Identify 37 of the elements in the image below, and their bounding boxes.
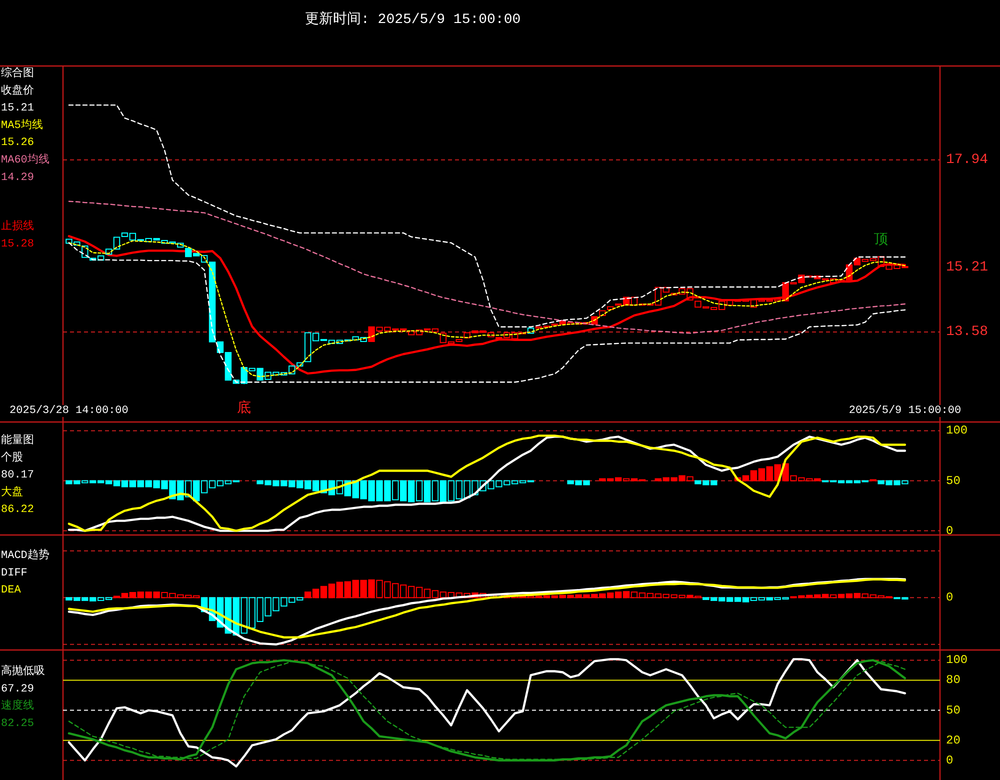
y-tick-label: 50 [946,703,960,718]
text: 14.29 [1,172,34,184]
y-tick-label: 100 [946,424,968,438]
x-tick-label: 2025/3/28 14:00:00 [10,405,128,417]
text: 86.22 [1,504,34,516]
text: 收盘价 [1,84,34,98]
text: DIFF [1,567,28,580]
y-tick-label: 80 [946,673,960,688]
chart-title: MACD趋势 [1,548,50,562]
text: MA60均线 [1,152,50,166]
y-tick-label: 100 [946,653,968,668]
text: MA5均线 [1,118,43,132]
text: 止损线 [1,219,34,234]
text: 能量图 [1,433,34,447]
text: DEA [1,584,22,597]
text: 大盘 [1,484,23,499]
y-tick-label: 50 [946,474,960,488]
y-tick-label: 15.21 [946,260,988,276]
text: 高抛低吸 [1,664,45,678]
y-tick-label: 0 [946,524,954,538]
text: 67.29 [1,683,34,696]
annotation: 底 [237,400,252,418]
text: 15.28 [1,238,34,250]
text: 15.26 [1,137,34,150]
y-tick-label: 20 [946,733,960,748]
chart-title: 综合图 [1,66,34,80]
x-tick-label: 2025/5/9 15:00:00 [848,405,962,417]
y-tick-label: 13.58 [946,324,988,340]
text: 速度线 [1,698,34,713]
text: 80.17 [1,470,34,482]
chart-subtitle: 更新时间: 2025/5/9 15:00:00 [305,11,521,28]
text: 个股 [1,451,23,464]
annotation: 顶 [874,232,888,249]
y-tick-label: 0 [946,753,954,768]
y-tick-label: 17.94 [946,152,988,168]
text: 82.25 [1,718,34,730]
text: 15.21 [1,102,34,115]
